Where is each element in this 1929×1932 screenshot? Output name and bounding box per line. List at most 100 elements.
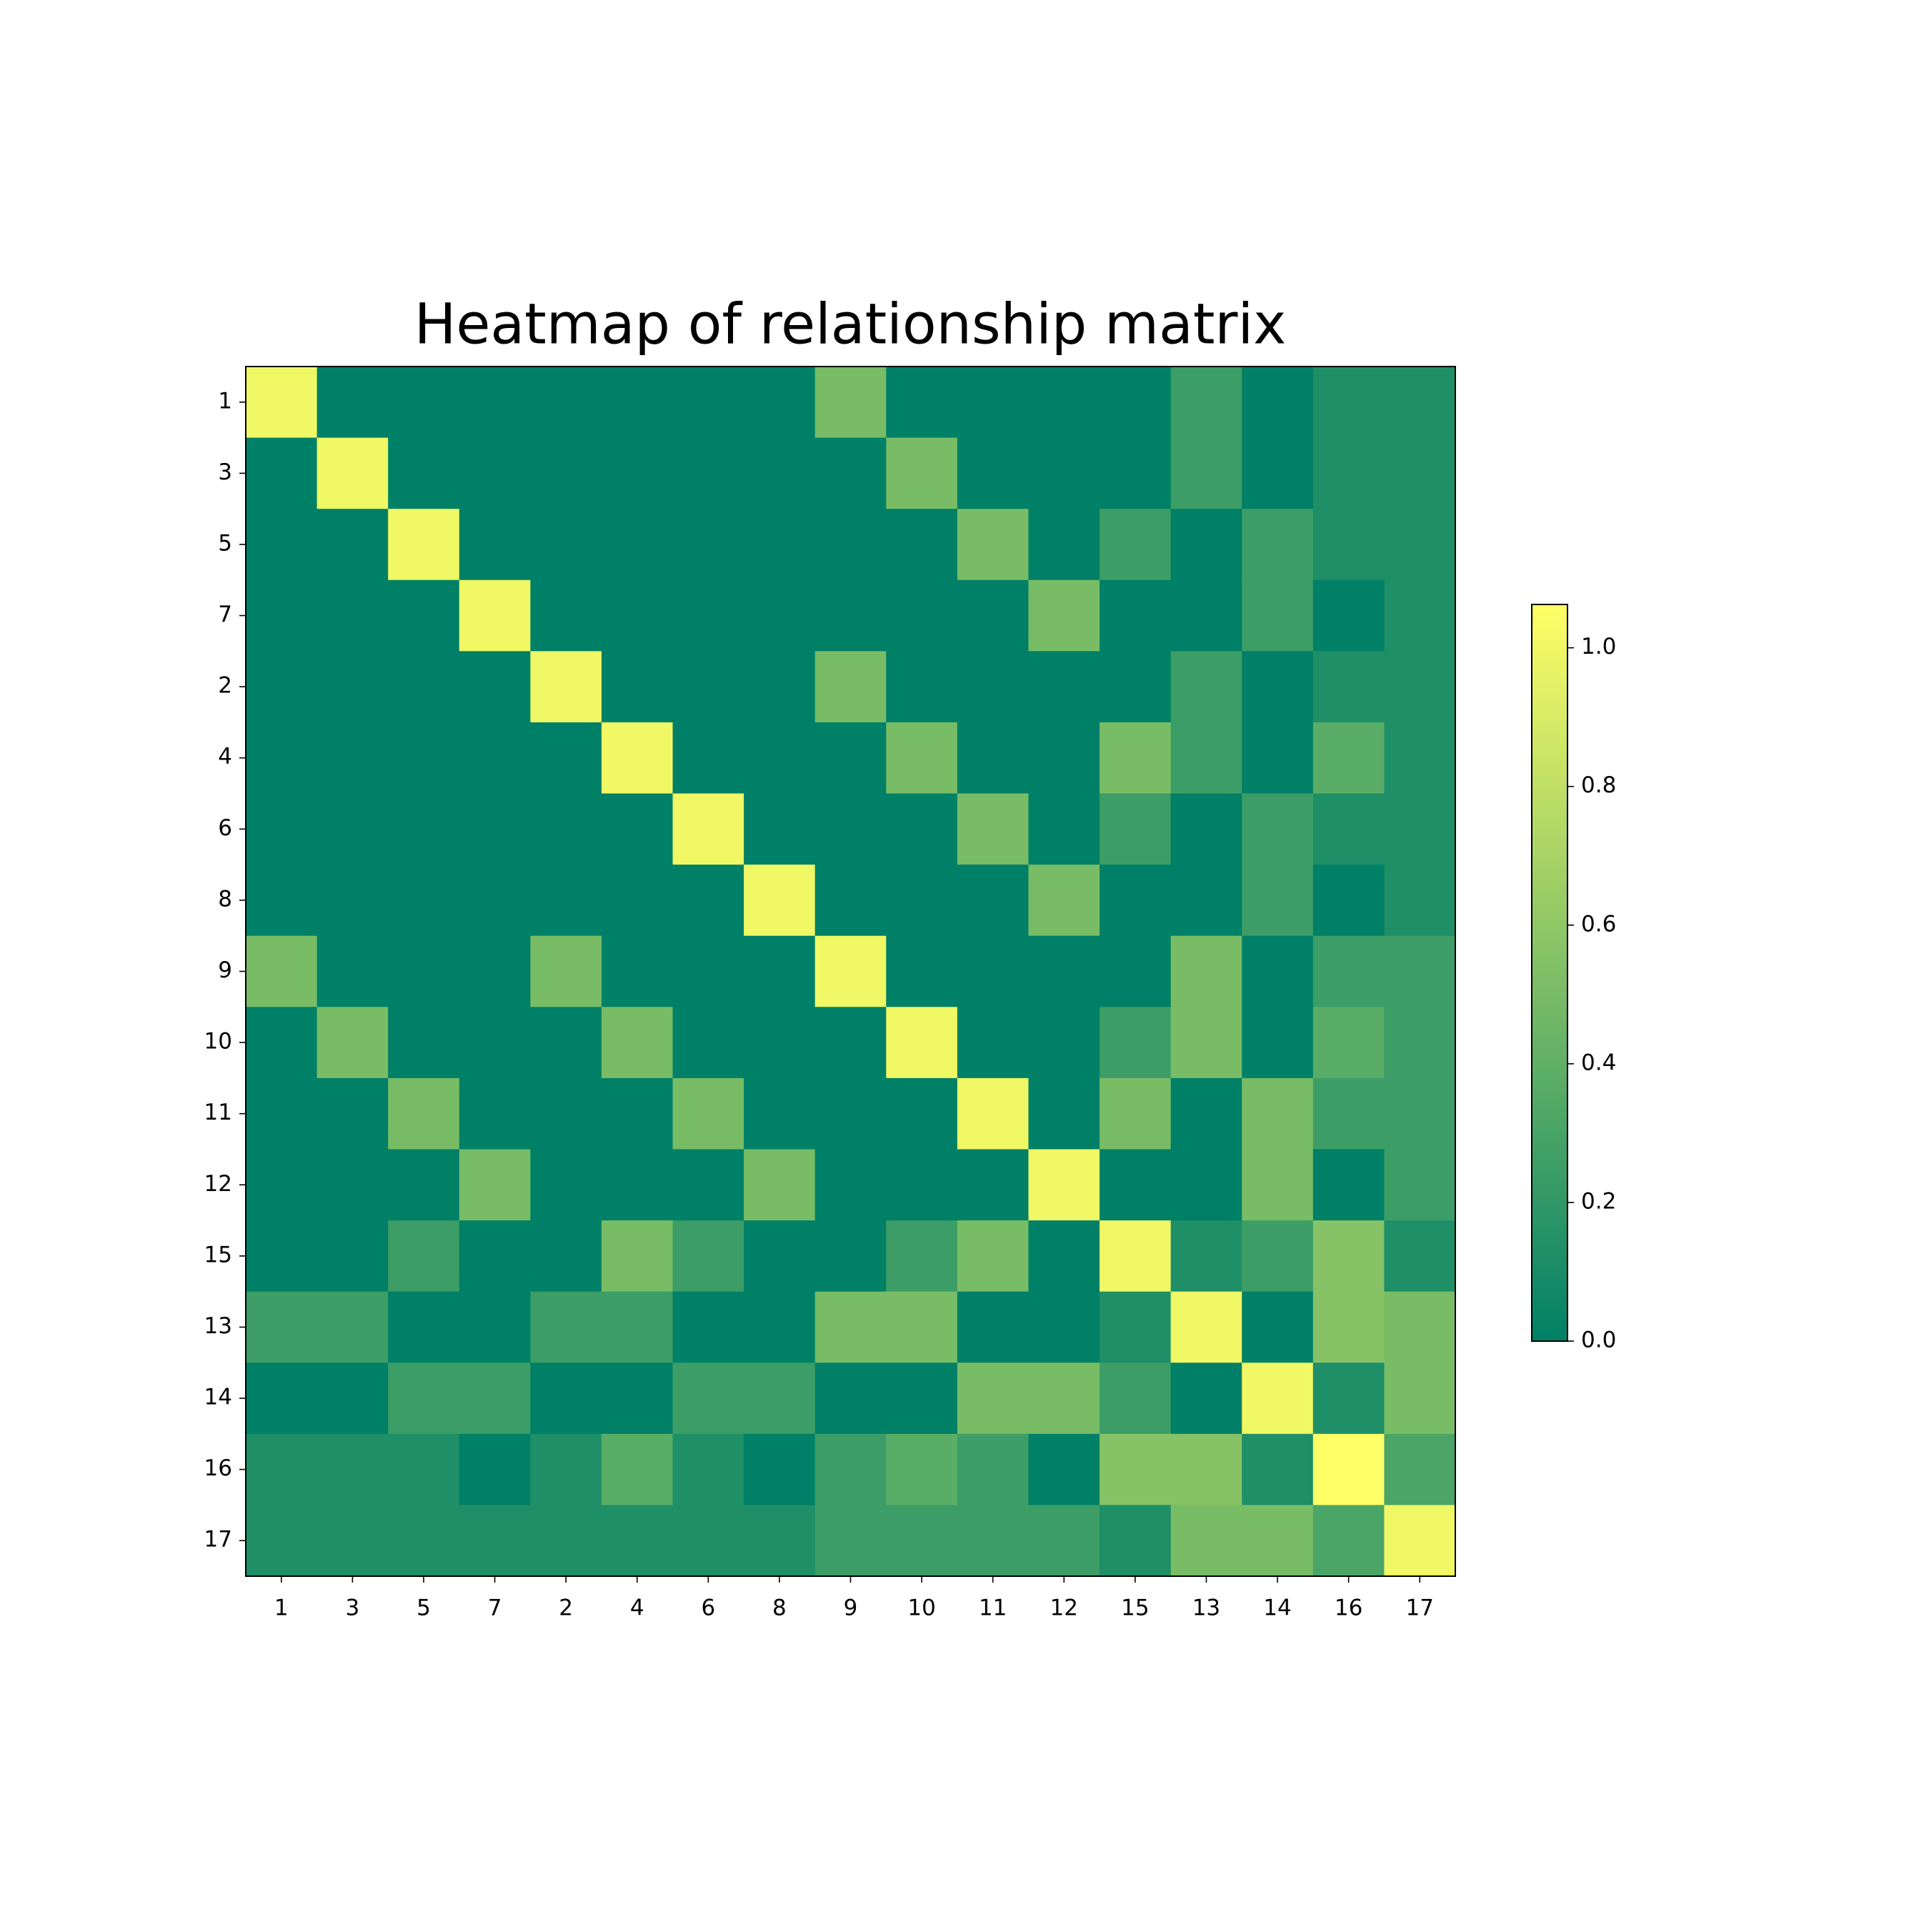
heatmap-cell [246,437,318,509]
heatmap-cell [459,1291,531,1363]
heatmap-cell [1384,1007,1456,1079]
heatmap-cell [814,367,887,439]
x-tick-label: 17 [1405,1595,1433,1621]
heatmap-cell [1312,1363,1385,1435]
heatmap-cell [957,793,1030,865]
heatmap-cell [1100,1505,1172,1577]
heatmap-cell [530,1077,602,1150]
heatmap-cell [601,509,674,581]
heatmap-cell [1028,509,1100,581]
heatmap-cell [744,722,816,795]
heatmap-cell [1384,1505,1456,1577]
heatmap-cell [886,935,958,1007]
heatmap-cell [530,651,602,723]
heatmap-cell [601,367,674,439]
heatmap-cell [1242,1077,1314,1150]
y-tick-label: 14 [204,1385,232,1410]
heatmap-cell [1242,1149,1314,1221]
heatmap-cell [1100,651,1172,723]
heatmap-cell [246,1077,318,1150]
heatmap-cell [957,1505,1030,1577]
heatmap-cell [530,367,602,439]
heatmap-cell [1242,1433,1314,1506]
heatmap-cell [886,722,958,795]
x-tick-label: 12 [1050,1595,1078,1621]
heatmap-cell [459,1149,531,1221]
heatmap-cell [1170,1363,1242,1435]
heatmap-cell [886,1505,958,1577]
y-tick-label: 4 [218,744,232,770]
heatmap-cell [814,579,887,652]
heatmap-cell [1312,651,1385,723]
heatmap-cell [957,865,1030,937]
heatmap-cell [886,651,958,723]
heatmap-cell [957,437,1030,509]
y-tick-label: 3 [218,459,232,485]
heatmap-cell [1170,865,1242,937]
heatmap-cell [1170,935,1242,1007]
heatmap-cell [672,651,744,723]
heatmap-cell [957,722,1030,795]
heatmap-cell [1242,437,1314,509]
heatmap-cell [530,1291,602,1363]
heatmap-cell [814,1220,887,1293]
colorbar-tick-label: 0.8 [1581,772,1616,798]
heatmap-cell [1312,367,1385,439]
heatmap-cell [744,509,816,581]
heatmap-cell [1170,437,1242,509]
heatmap-cell [601,793,674,865]
heatmap-cell [814,865,887,937]
y-tick-label: 11 [204,1100,232,1125]
heatmap-cell [814,651,887,723]
heatmap-cell [672,367,744,439]
heatmap-cell [1028,651,1100,723]
heatmap-cell [1100,722,1172,795]
heatmap-cell [459,793,531,865]
x-tick-label: 2 [559,1595,573,1621]
heatmap-cell [388,935,460,1007]
y-tick-label: 8 [218,886,232,912]
heatmap-cell [530,865,602,937]
heatmap-cell [1100,1220,1172,1293]
heatmap-cell [1384,793,1456,865]
heatmap-cell [459,367,531,439]
heatmap-cell [744,1291,816,1363]
heatmap-cell [601,1220,674,1293]
y-tick-label: 12 [204,1171,232,1197]
heatmap-cell [672,1149,744,1221]
heatmap-cell [1028,1291,1100,1363]
heatmap-cell [1170,793,1242,865]
x-tick-label: 3 [346,1595,360,1621]
heatmap-cell [246,793,318,865]
heatmap-cell [1242,1220,1314,1293]
heatmap-cell [957,1149,1030,1221]
heatmap-cell [316,865,389,937]
heatmap-cell [459,651,531,723]
heatmap-cell [1384,1149,1456,1221]
heatmap-cell [388,651,460,723]
heatmap-cell [316,1505,389,1577]
x-tick-label: 7 [488,1595,502,1621]
heatmap-cell [1384,1433,1456,1506]
heatmap-cell [1170,1149,1242,1221]
heatmap-cell [388,865,460,937]
heatmap-cell [957,1433,1030,1506]
heatmap-cell [1170,1007,1242,1079]
heatmap-cell [1312,509,1385,581]
heatmap-cell [886,1291,958,1363]
heatmap-cell [459,1505,531,1577]
y-tick-label: 5 [218,530,232,556]
heatmap-cell [1028,1077,1100,1150]
heatmap-cell [1100,1149,1172,1221]
heatmap-cell [246,1291,318,1363]
colorbar-tick-label: 0.6 [1581,911,1616,937]
heatmap-cell [886,1433,958,1506]
heatmap-cell [601,651,674,723]
x-tick-label: 1 [274,1595,289,1621]
heatmap-cell [1384,437,1456,509]
heatmap-cell [601,935,674,1007]
heatmap-cell [388,509,460,581]
heatmap-cell [672,509,744,581]
heatmap-cell [957,1363,1030,1435]
